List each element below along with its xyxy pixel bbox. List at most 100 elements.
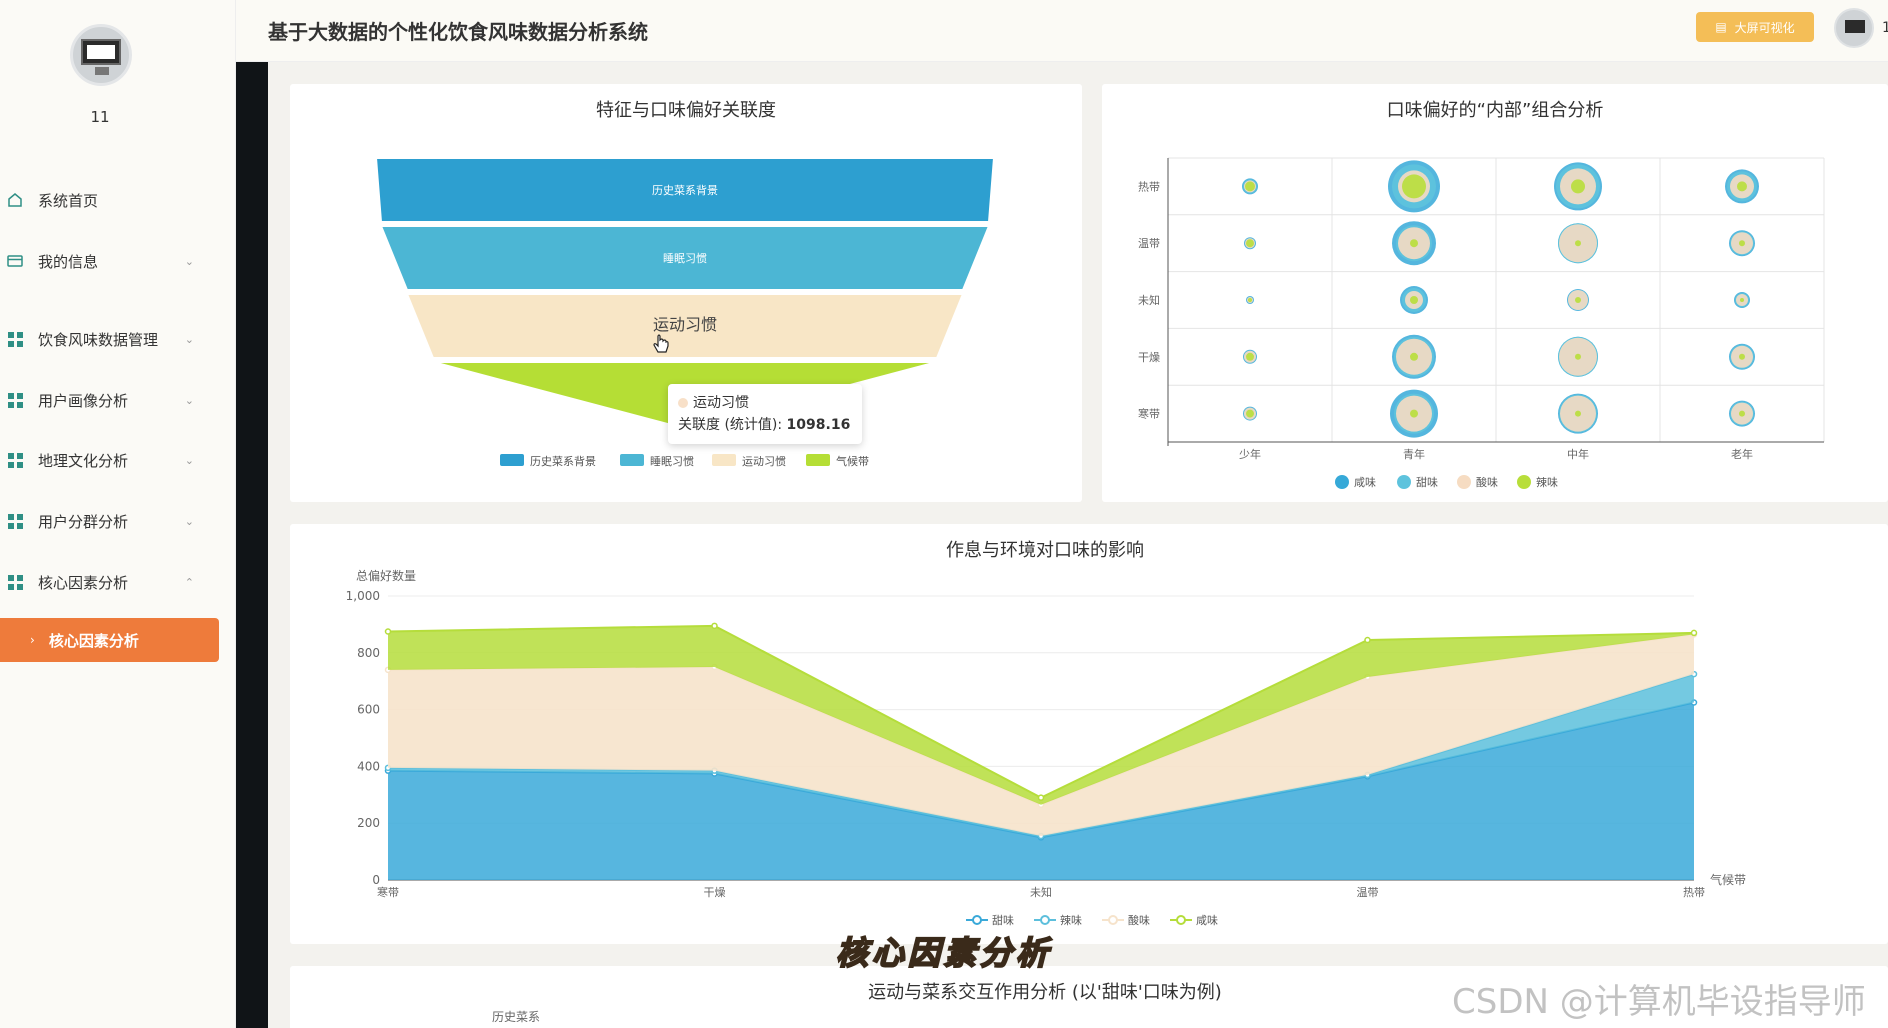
bubble-point[interactable] [1571,179,1585,194]
data-point[interactable] [711,622,718,630]
bubble-point[interactable] [1410,239,1418,248]
x-tick-label: 干燥 [704,886,726,899]
sidebar-item-user-portrait[interactable]: 用户画像分析 ⌄ [0,376,220,424]
funnel-label: 运动习惯 [653,315,717,334]
header-user-label[interactable]: 1 [1882,20,1888,36]
bubble-point[interactable] [1410,296,1418,304]
legend-label[interactable]: 酸味 [1128,913,1150,927]
sidebar-item-label: 用户分群分析 [38,512,129,531]
chevron-down-icon: ⌄ [184,254,194,268]
bubble-point[interactable] [1402,174,1426,199]
bubble-point[interactable] [1410,352,1418,361]
y-tick-label: 热带 [1138,180,1160,193]
bubble-point[interactable] [1575,240,1581,247]
legend-swatch[interactable] [1517,475,1531,489]
sidebar-item-diet-data[interactable]: 饮食风味数据管理 ⌄ [0,315,220,363]
top-header: 基于大数据的个性化饮食风味数据分析系统 ▤ 大屏可视化 1 [236,0,1888,62]
dark-strip [236,62,268,1028]
legend-swatch[interactable] [1397,475,1411,489]
legend-label[interactable]: 咸味 [1354,476,1376,489]
legend-label[interactable]: 辣味 [1060,913,1082,927]
data-point[interactable] [1690,629,1698,637]
bubble-point[interactable] [1575,353,1581,360]
grid-icon [6,330,24,348]
home-icon [6,191,24,209]
sidebar-item-label: 用户画像分析 [38,391,129,410]
legend-label[interactable]: 甜味 [1416,476,1438,489]
chevron-down-icon: ⌄ [184,332,194,346]
bigscreen-button[interactable]: ▤ 大屏可视化 [1696,12,1814,42]
y-tick-label: 800 [357,646,380,660]
legend-label[interactable]: 运动习惯 [742,454,786,468]
y-tick-label: 400 [357,759,380,773]
legend-label[interactable]: 酸味 [1476,475,1498,489]
y-tick-label: 600 [357,703,380,717]
legend-swatch[interactable] [1457,475,1471,489]
sidebar-item-core-factors[interactable]: 核心因素分析 ⌃ [0,558,220,606]
submenu-item-core-factors[interactable]: › 核心因素分析 [0,618,219,662]
funnel-segment[interactable] [405,293,965,359]
x-tick-label: 青年 [1403,447,1425,461]
tooltip-metric: 关联度 (统计值): [678,417,787,433]
hand-cursor-icon [653,334,669,353]
bubble-point[interactable] [1737,181,1747,192]
sidebar-item-my-info[interactable]: 我的信息 ⌄ [0,237,220,285]
sidebar-item-home[interactable]: 系统首页 [0,176,220,224]
sidebar-item-label: 系统首页 [38,191,99,210]
data-point[interactable] [1037,794,1045,801]
bubble-point[interactable] [1410,409,1418,418]
sidebar-item-label: 我的信息 [38,252,99,271]
bubble-point[interactable] [1739,410,1745,417]
legend-label[interactable]: 历史菜系背景 [530,454,596,468]
chevron-down-icon: ⌄ [184,393,194,407]
bubble-panel: 口味偏好的“内部”组合分析 热带 温带 未知 干燥 寒带 少年 青年 中年 老年 咸味 甜味 酸味 辣… [1102,84,1888,502]
area-chart[interactable]: 总偏好数量 气候带 0 200 400 600 800 1,000 寒带 干燥 未知 温带 热带 甜… [290,524,1888,944]
bottom-y-label: 历史菜系 [492,1010,541,1024]
sidebar-item-user-cluster[interactable]: 用户分群分析 ⌄ [0,497,220,545]
funnel-segment[interactable] [379,225,991,291]
legend-swatch[interactable] [620,454,644,466]
bubble-point[interactable] [1246,409,1254,418]
area-panel: 作息与环境对口味的影响 总偏好数量 气候带 0 200 400 600 800 1,000… [290,524,1888,944]
watermark: CSDN @计算机毕设指导师 [1452,982,1866,1022]
chevron-up-icon: ⌃ [184,575,194,589]
grid-icon [6,451,24,469]
legend-swatch[interactable] [500,454,524,466]
x-axis-label: 气候带 [1710,872,1746,887]
area-series[interactable] [388,702,1694,881]
bubble-point[interactable] [1575,297,1581,303]
funnel-segment[interactable] [374,157,996,223]
bubble-point[interactable] [1246,239,1254,248]
data-point[interactable] [384,628,392,635]
bubble-point[interactable] [1245,181,1255,192]
chart-tooltip: 运动习惯 关联度 (统计值): 1098.16 [668,384,862,444]
tooltip-dot [678,398,688,408]
monitor-icon: ▤ [1715,20,1727,34]
bubble-point[interactable] [1246,352,1254,361]
data-point[interactable] [1364,636,1371,644]
legend-label[interactable]: 睡眠习惯 [650,454,694,468]
bubble-point[interactable] [1739,240,1745,247]
header-avatar[interactable] [1834,8,1874,48]
area-series[interactable] [388,625,1694,805]
legend-swatch[interactable] [1335,475,1349,489]
x-tick-label: 热带 [1683,886,1705,899]
x-tick-label: 温带 [1357,886,1379,899]
bubble-point[interactable] [1740,298,1744,302]
legend-swatch[interactable] [806,454,830,466]
area-series[interactable] [388,634,1694,836]
legend-label[interactable]: 气候带 [836,454,869,468]
bubble-point[interactable] [1248,298,1252,302]
bubble-point[interactable] [1739,353,1745,360]
legend-swatch[interactable] [712,454,736,466]
y-tick-label: 未知 [1138,293,1160,307]
legend-label[interactable]: 甜味 [992,914,1014,927]
bubble-point[interactable] [1575,410,1581,417]
avatar[interactable] [70,24,132,86]
legend-label[interactable]: 咸味 [1196,914,1218,927]
sidebar: 11 系统首页 我的信息 ⌄ 饮食风味数据管理 ⌄ 用户画像分析 ⌄ 地理文化分… [0,0,236,1028]
legend-label[interactable]: 辣味 [1536,475,1558,489]
sidebar-item-geo-culture[interactable]: 地理文化分析 ⌄ [0,436,220,484]
